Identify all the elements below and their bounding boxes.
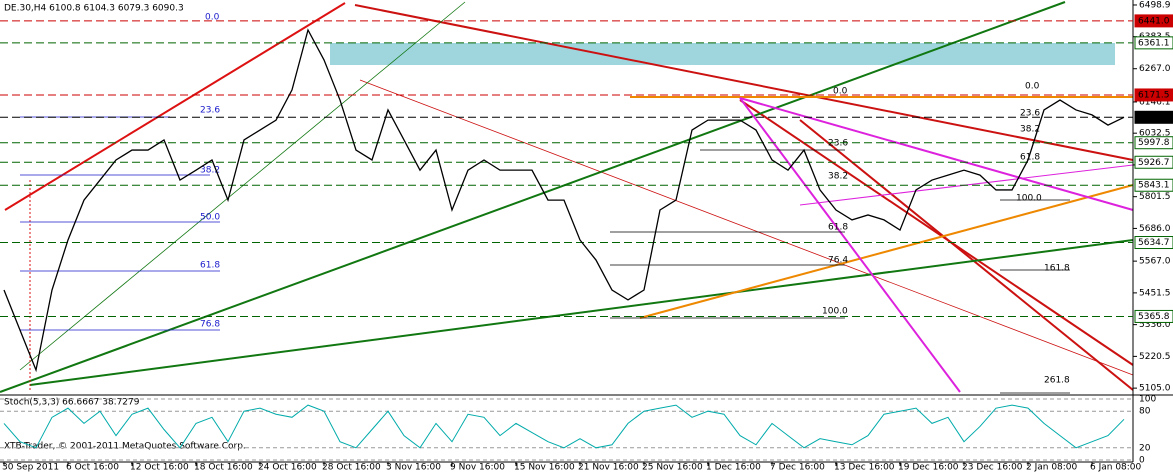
- level-box: [1134, 155, 1173, 169]
- chart-title: DE.30,H4 6100.8 6104.3 6079.3 6090.3: [4, 4, 184, 14]
- trend-line: [739, 97, 1134, 211]
- annotation: 38.2: [828, 172, 848, 182]
- x-tick-label: 21 Nov 16:00: [578, 463, 639, 473]
- annotation: 61.8: [828, 223, 848, 233]
- x-tick-label: 15 Nov 16:00: [514, 463, 575, 473]
- x-tick-label: 23 Dec 16:00: [962, 463, 1023, 473]
- annotation: 0.0: [205, 13, 220, 23]
- fib-lines: [610, 149, 1070, 394]
- level-box: [1134, 88, 1173, 102]
- annotation: 38.2: [1020, 125, 1040, 135]
- trend-line: [0, 1, 1066, 393]
- x-tick-label: 9 Nov 16:00: [450, 463, 505, 473]
- stoch-tick-label: 0: [1139, 456, 1145, 466]
- x-tick-label: 12 Oct 16:00: [130, 463, 189, 473]
- trend-line: [799, 119, 1134, 391]
- trend-line: [639, 184, 1134, 319]
- level-label: 5843.1: [1138, 181, 1170, 191]
- level-box: [1134, 136, 1173, 150]
- level-label: 5365.8: [1138, 312, 1170, 322]
- x-tick-label: 1 Dec 16:00: [706, 463, 761, 473]
- trend-line: [739, 99, 1134, 366]
- trend-line: [739, 97, 961, 393]
- price-line: [3, 28, 1125, 373]
- level-label: 5926.7: [1138, 158, 1170, 168]
- annotation: 261.8: [1044, 376, 1070, 386]
- annotation: 100.0: [822, 307, 848, 317]
- trend-line: [354, 4, 1134, 161]
- stoch-tick-label: 20: [1139, 443, 1151, 453]
- x-tick-label: 19 Dec 16:00: [898, 463, 959, 473]
- stoch-title: Stoch(5,3,3) 66.6667 38.7279: [4, 398, 140, 408]
- y-tick-label: 5567.0: [1139, 257, 1171, 267]
- trend-line: [19, 1, 466, 371]
- annotation: 0.0: [833, 87, 848, 97]
- level-label: 6441.0: [1138, 16, 1170, 26]
- y-tick-label: 5336.0: [1139, 320, 1171, 330]
- level-label: 6361.1: [1138, 38, 1170, 48]
- annotation: 76.8: [200, 320, 220, 330]
- annotation: 50.0: [200, 213, 220, 223]
- y-tick-label: 5686.0: [1139, 224, 1171, 234]
- level-label: 6090.3: [1138, 113, 1170, 123]
- zone: [330, 43, 1115, 65]
- annotation: 161.8: [1044, 264, 1070, 274]
- footer: XTB-Trader, © 2001-2011 MetaQuotes Softw…: [4, 442, 246, 452]
- x-tick-label: 30 Sep 2011: [2, 463, 59, 473]
- annotation: 61.8: [200, 261, 220, 271]
- x-tick-label: 3 Nov 16:00: [386, 463, 441, 473]
- annotation: 23.6: [828, 139, 848, 149]
- annotation: 23.6: [200, 106, 220, 116]
- y-tick-label: 5801.5: [1139, 192, 1171, 202]
- x-tick-label: 6 Oct 16:00: [66, 463, 119, 473]
- level-label: 6171.5: [1138, 90, 1170, 100]
- level-box: [1134, 36, 1173, 50]
- y-tick-label: 6498.9: [1139, 0, 1171, 10]
- x-tick-label: 6 Jan 08:00: [1090, 463, 1142, 473]
- x-tick-label: 24 Oct 16:00: [258, 463, 317, 473]
- annotation: 23.6: [1020, 109, 1040, 119]
- x-tick-label: 2 Jan 08:00: [1026, 463, 1078, 473]
- y-tick-label: 6146.1: [1139, 97, 1171, 107]
- stoch-tick-label: 80: [1139, 407, 1151, 417]
- annotation: 61.8: [1020, 153, 1040, 163]
- level-label: 5634.7: [1138, 238, 1170, 248]
- annotation: 100.0: [1016, 194, 1042, 204]
- level-box: [1134, 309, 1173, 323]
- level-box: [1134, 236, 1173, 250]
- trend-line: [29, 239, 1134, 386]
- annotation: 38.2: [200, 166, 220, 176]
- y-tick-label: 5220.5: [1139, 352, 1171, 362]
- annotation: 76.4: [828, 256, 848, 266]
- level-label: 5997.8: [1138, 138, 1170, 148]
- x-tick-label: 25 Nov 16:00: [642, 463, 703, 473]
- trend-line: [4, 2, 346, 211]
- trend-line: [359, 79, 1134, 376]
- y-tick-label: 5451.5: [1139, 288, 1171, 298]
- y-tick-label: 6032.5: [1139, 129, 1171, 139]
- annotation: 0.0: [1025, 82, 1040, 92]
- level-box: [1134, 178, 1173, 192]
- y-tick-label: 5105.0: [1139, 384, 1171, 394]
- stoch-line: [3, 404, 1125, 449]
- x-tick-label: 7 Dec 16:00: [770, 463, 825, 473]
- x-tick-label: 13 Dec 16:00: [834, 463, 895, 473]
- x-tick-label: 28 Oct 16:00: [322, 463, 381, 473]
- y-tick-label: 6267.0: [1139, 64, 1171, 74]
- stoch-tick-label: 100: [1139, 395, 1156, 405]
- level-box: [1134, 110, 1173, 124]
- x-tick-label: 18 Oct 16:00: [194, 463, 253, 473]
- level-box: [1134, 14, 1173, 28]
